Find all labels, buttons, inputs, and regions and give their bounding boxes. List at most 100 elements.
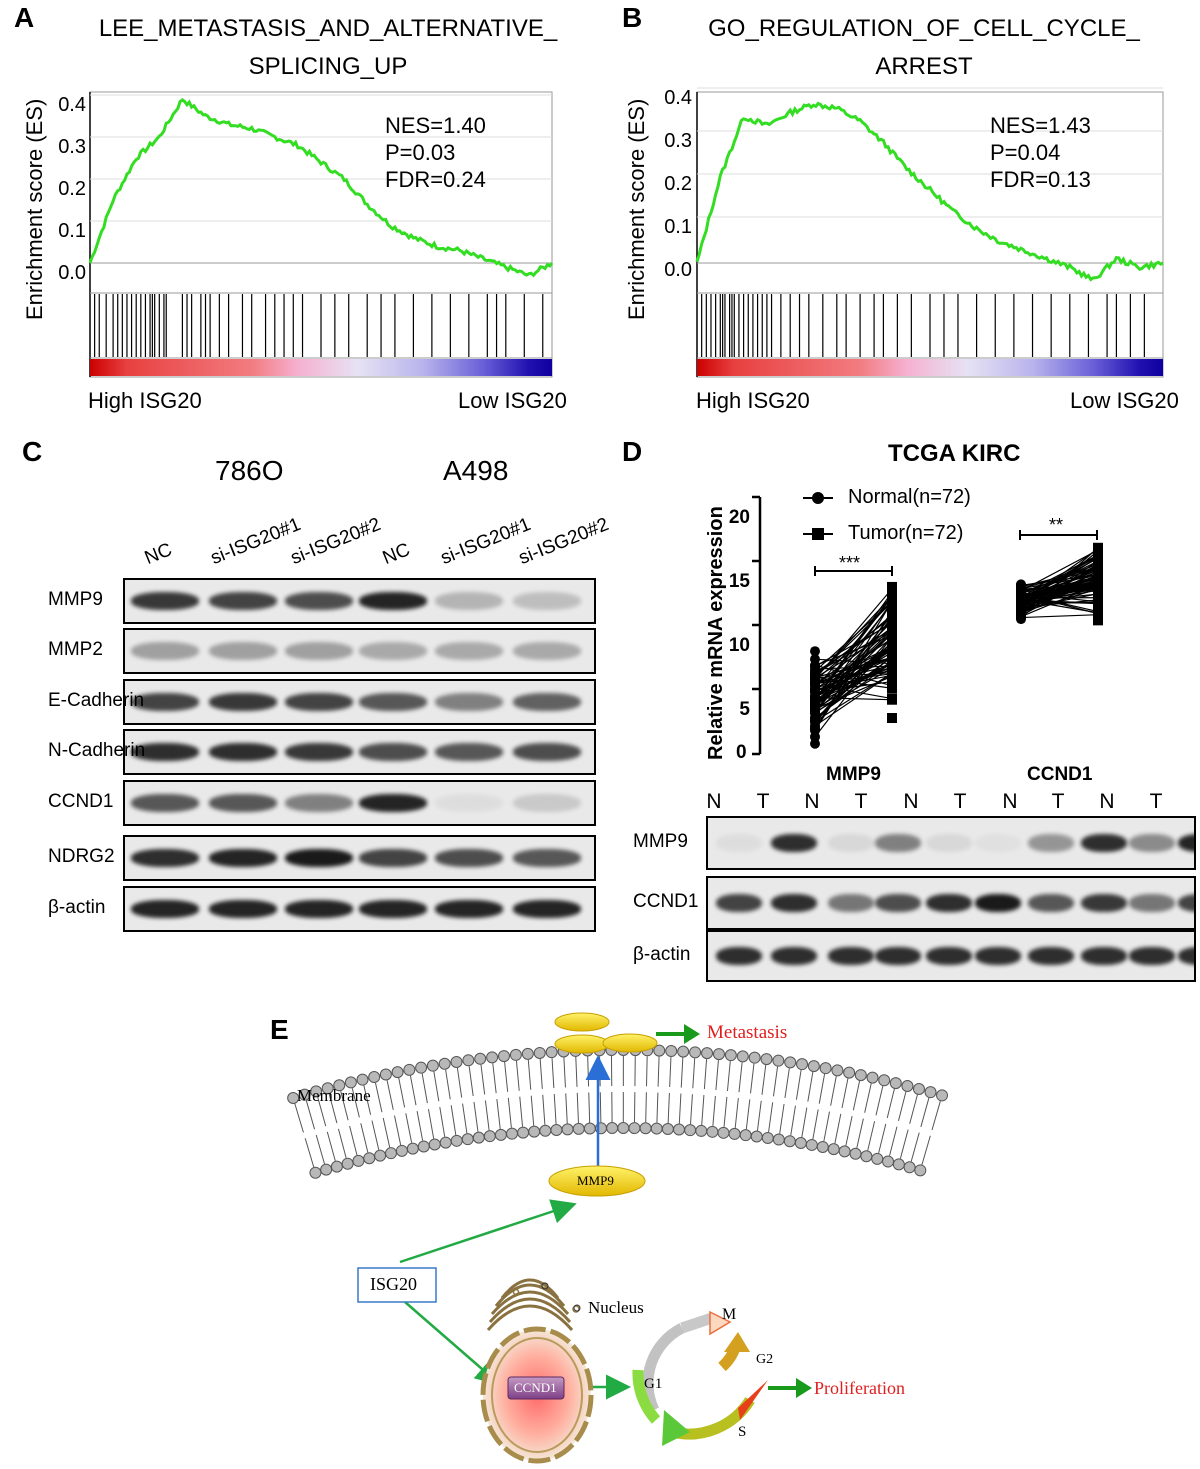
lipid-head [368,1071,381,1084]
lipid-head [287,1092,300,1105]
normal-point [810,692,820,703]
blot-band [1178,947,1194,965]
lipid-head [903,1161,916,1174]
lipid-head [379,1068,392,1081]
panel-a-low-label: Low ISG20 [458,388,567,413]
lipid-head [772,1133,785,1146]
lipid-head [403,1063,416,1076]
lipid-tail [910,1132,920,1162]
lipid-tail [920,1097,930,1127]
lipid-head [838,1145,851,1158]
isg20-label: ISG20 [370,1274,418,1294]
panel-b-ylabel: Enrichment score (ES) [624,98,649,320]
lipid-head [391,1066,404,1079]
paired-line [814,656,893,697]
blot-strip [123,780,596,826]
lipid-tail [841,1078,849,1109]
legend-tumor-marker [812,528,824,540]
lipid-head [639,1122,652,1135]
lipid-tail [779,1103,785,1134]
blot-row-label: β-actin [633,944,691,965]
blot-row-label: CCND1 [48,791,114,812]
lipid-tail [784,1068,790,1099]
tumor-point [887,629,897,640]
lipid-head [878,1074,891,1087]
lipid-tail [680,1057,684,1088]
lipid-tail [398,1077,406,1108]
blot-band [359,900,427,918]
panel-a-title-line1: LEE_METASTASIS_AND_ALTERNATIVE_ [98,15,558,42]
proliferation-label: Proliferation [814,1378,905,1398]
blot-band [435,849,503,867]
lipid-head [517,1126,530,1139]
lipid-tail [703,1059,708,1090]
blot-band [285,642,353,660]
normal-point [810,672,820,683]
lipid-head [415,1061,428,1074]
lipid-head [860,1150,873,1163]
ytick: 0.4 [664,87,692,109]
lipid-head [521,1047,534,1060]
blot-band [513,794,581,812]
es-line [695,101,1164,282]
blot-band [513,849,581,867]
lipid-tail [507,1097,512,1128]
blot-band [209,592,277,610]
blot-band [828,947,874,965]
panel-a-stats: NES=1.40 P=0.03 FDR=0.24 [385,112,486,193]
lipid-tail [351,1088,360,1118]
blot-band [209,794,277,812]
panel-b-stats: NES=1.43 P=0.04 FDR=0.13 [990,112,1091,193]
lipid-tail [723,1096,728,1127]
lipid-head [486,1051,499,1064]
lipid-tail [305,1100,316,1130]
lipid-tail [734,1098,739,1129]
panel-b-nes: NES=1.43 [990,113,1091,138]
panel-a-nes: NES=1.40 [385,113,486,138]
panel-b-title-line1: GO_REGULATION_OF_CELL_CYCLE_ [708,15,1140,42]
normal-lane-label: N [1099,790,1115,813]
lipid-tail [931,1101,941,1131]
blot-strip [706,816,1196,870]
blot-band [716,947,762,965]
lipid-tail [726,1061,731,1092]
panel-d-title: TCGA KIRC [888,440,1021,467]
normal-point [1016,595,1026,606]
lipid-tail [772,1066,779,1097]
blot-band [359,743,427,761]
panel-a-title: LEE_METASTASIS_AND_ALTERNATIVE_ SPLICING… [68,10,588,86]
lipid-head [912,1083,925,1096]
lipid-head [561,1123,574,1136]
lipid-head [583,1122,596,1135]
lipid-head [438,1057,451,1070]
lipid-head [310,1085,323,1098]
lipid-head [474,1052,487,1065]
panel-d-ylabel: Relative mRNA expression [705,506,727,760]
lipid-head [617,1122,630,1135]
lipid-head [363,1152,376,1165]
panel-b-yticks: 0.4 0.3 0.2 0.1 0.0 [660,77,692,292]
lipid-head [849,1147,862,1160]
ytick: 0.1 [664,216,692,238]
lipid-tail [599,1092,602,1123]
lipid-tail [492,1063,497,1094]
membrane-label: Membrane [297,1086,371,1105]
ytick: 0.2 [664,173,692,195]
mmp9-secreted-oval-1 [554,1012,610,1032]
lipid-head [784,1056,797,1069]
lipid-tail [504,1061,509,1092]
lipid-tail [878,1123,887,1154]
panel-b-es-curve [695,101,1164,282]
lipid-tail [349,1125,358,1156]
lipid-head [374,1149,387,1162]
lipid-head [533,1046,546,1059]
endoplasmic-reticulum [486,1278,580,1331]
es-line [88,98,554,278]
tumor-point [1093,615,1103,626]
legend-tumor-label: Tumor(n=72) [848,522,964,544]
paired-line [1020,568,1099,602]
paired-line [814,631,893,706]
lipid-tail [563,1057,566,1088]
blot-band [131,900,199,918]
isg20-to-mmp9-arrow [399,1199,577,1264]
